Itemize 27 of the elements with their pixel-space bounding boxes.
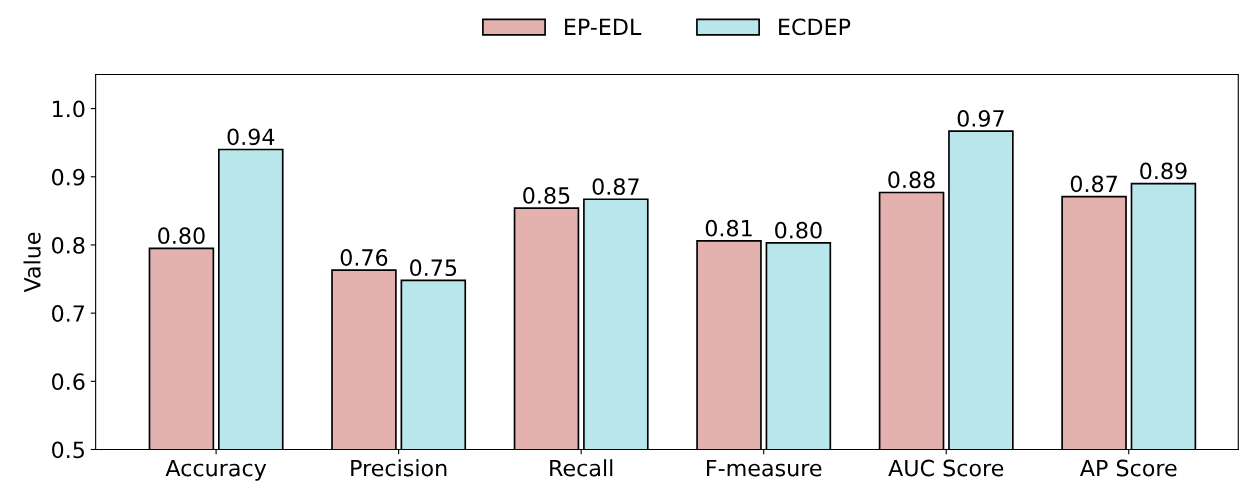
data-label: 0.97: [957, 109, 1004, 127]
data-label: 0.89: [1140, 162, 1187, 180]
data-label: 0.76: [340, 249, 388, 266]
data-label: 0.88: [888, 171, 935, 189]
data-label: 0.94: [227, 128, 275, 146]
x-tick-label: F-measure: [707, 459, 822, 477]
legend-label: ECDEP: [779, 18, 851, 36]
x-tick-label: AUC Score: [888, 459, 1004, 477]
data-label: 0.80: [158, 227, 205, 245]
y-tick-label: 0.8: [52, 236, 85, 254]
x-tick-label: Precision: [351, 459, 447, 477]
y-tick-label: 0.7: [52, 305, 85, 322]
x-tick-label: AP Score: [1079, 459, 1177, 477]
data-label: 0.87: [592, 178, 639, 195]
y-tick-label: 0.5: [52, 441, 84, 459]
data-label: 0.75: [410, 259, 457, 277]
y-tick-label: 0.6: [52, 373, 85, 391]
data-label: 0.87: [1070, 175, 1117, 193]
data-label: 0.80: [775, 221, 822, 239]
data-label: 0.81: [705, 219, 752, 237]
y-tick-label: 1.0: [53, 100, 85, 118]
x-tick-label: Accuracy: [165, 459, 267, 481]
x-tick-label: Recall: [550, 459, 613, 477]
legend-label: EP-EDL: [565, 18, 642, 35]
y-tick-label: 0.9: [52, 168, 85, 186]
y-axis-title: Value: [23, 232, 41, 293]
data-label: 0.85: [523, 187, 570, 204]
